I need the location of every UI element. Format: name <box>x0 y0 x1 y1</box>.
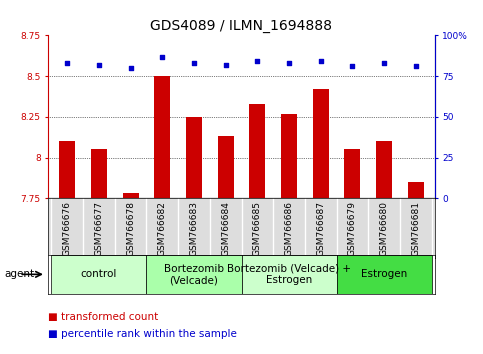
Bar <box>186 117 202 198</box>
Bar <box>313 89 328 198</box>
Bar <box>344 149 360 198</box>
Point <box>380 60 388 66</box>
Point <box>317 59 325 64</box>
Point <box>158 54 166 59</box>
Point <box>63 60 71 66</box>
Bar <box>91 149 107 198</box>
Text: GSM766686: GSM766686 <box>284 201 294 256</box>
Text: GSM766683: GSM766683 <box>189 201 199 256</box>
Bar <box>376 141 392 198</box>
Bar <box>249 104 265 198</box>
Text: GSM766680: GSM766680 <box>380 201 388 256</box>
Title: GDS4089 / ILMN_1694888: GDS4089 / ILMN_1694888 <box>151 19 332 33</box>
Point <box>254 59 261 64</box>
Bar <box>155 76 170 198</box>
Text: GSM766687: GSM766687 <box>316 201 325 256</box>
Bar <box>59 141 75 198</box>
Text: GSM766676: GSM766676 <box>63 201 72 256</box>
Bar <box>408 182 424 198</box>
Bar <box>242 255 337 294</box>
Text: Estrogen: Estrogen <box>361 269 407 279</box>
Text: GSM766681: GSM766681 <box>411 201 420 256</box>
Bar <box>123 193 139 198</box>
Bar <box>52 255 146 294</box>
Text: GSM766685: GSM766685 <box>253 201 262 256</box>
Bar <box>281 114 297 198</box>
Text: GSM766682: GSM766682 <box>158 201 167 256</box>
Text: GSM766677: GSM766677 <box>95 201 103 256</box>
Point <box>127 65 134 71</box>
Bar <box>337 255 431 294</box>
Text: agent: agent <box>5 269 35 279</box>
Point <box>412 63 420 69</box>
Bar <box>218 136 234 198</box>
Text: Bortezomib (Velcade) +
Estrogen: Bortezomib (Velcade) + Estrogen <box>227 263 351 285</box>
Text: GSM766684: GSM766684 <box>221 201 230 256</box>
Text: control: control <box>81 269 117 279</box>
Text: ■ percentile rank within the sample: ■ percentile rank within the sample <box>48 329 237 339</box>
Point <box>285 60 293 66</box>
Text: ■ transformed count: ■ transformed count <box>48 312 158 321</box>
Point <box>222 62 229 68</box>
Point <box>190 60 198 66</box>
Point <box>349 63 356 69</box>
Text: Bortezomib
(Velcade): Bortezomib (Velcade) <box>164 263 224 285</box>
Point <box>95 62 103 68</box>
Bar <box>146 255 242 294</box>
Text: GSM766678: GSM766678 <box>126 201 135 256</box>
Text: GSM766679: GSM766679 <box>348 201 357 256</box>
